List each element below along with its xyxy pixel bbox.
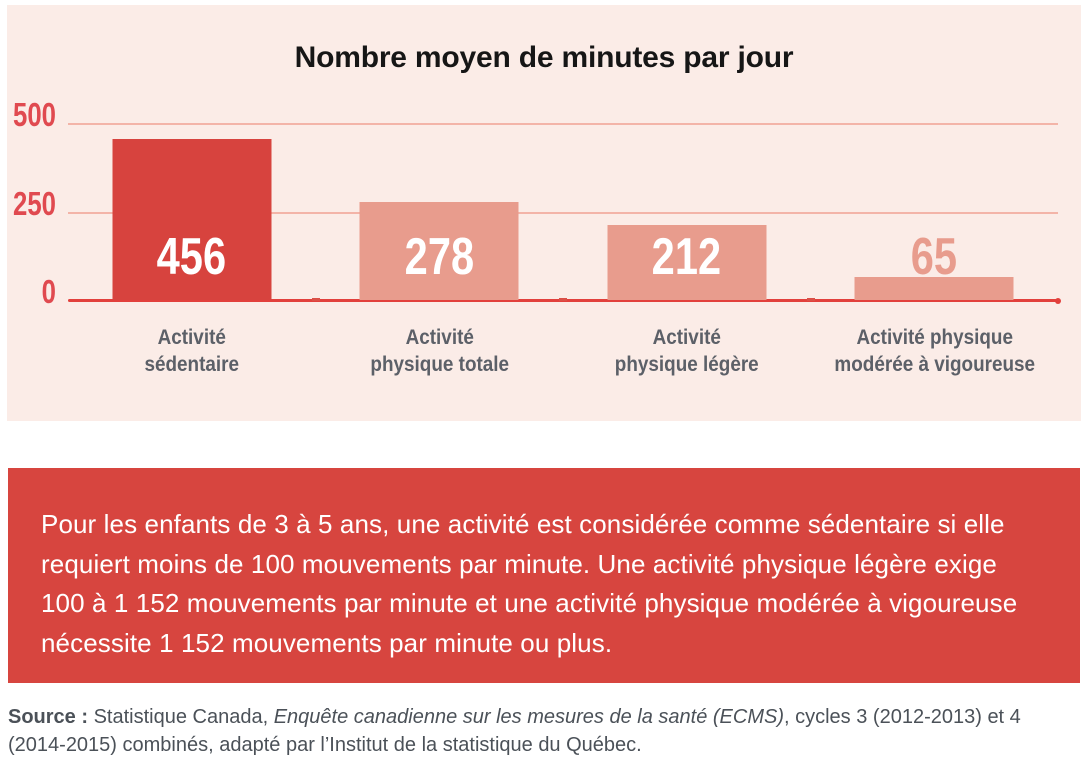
bar-value-label: 212 [652, 228, 722, 286]
bar-column: 278 Activité physique totale [316, 123, 564, 376]
source-text-pre: Statistique Canada, [88, 706, 274, 728]
category-label: Activité sédentaire [144, 326, 240, 376]
bar-value-label: 456 [157, 228, 227, 286]
category-label: Activité physique légère [614, 326, 759, 376]
y-tick-label: 250 [13, 184, 56, 222]
gridline [68, 211, 1058, 214]
bar-value-label: 65 [911, 228, 958, 286]
chart-panel: Nombre moyen de minutes par jour 500 250 0… [7, 5, 1081, 421]
source-label: Source : [8, 706, 89, 728]
bar [359, 201, 519, 300]
category-label: Activité physique totale [369, 326, 509, 376]
y-tick-label: 500 [13, 96, 56, 133]
info-box: Pour les enfants de 3 à 5 ans, une activ… [8, 468, 1080, 683]
source-survey-name: Enquête canadienne sur les mesures de la… [273, 706, 784, 728]
gridline [68, 123, 1058, 125]
plot-area: 500 250 0 456 Activité sédentaire 278 Activité p… [13, 98, 1061, 376]
category-tick [806, 298, 815, 301]
source-line: Source : Statistique Canada, Enquête can… [8, 703, 1080, 759]
bar [854, 277, 1014, 300]
bar-column: 212 Activité physique légère [563, 123, 811, 376]
bar-column: 456 Activité sédentaire [68, 123, 316, 376]
bar [607, 224, 767, 300]
bar-column: 65 Activité physique modérée à vigoureuse [811, 123, 1059, 376]
source-text-post: , cycles 3 (2012-2013) et 4 (2014-2015) … [8, 706, 1021, 756]
category-tick [559, 298, 567, 301]
y-tick-label: 0 [41, 273, 56, 310]
bar-value-label: 278 [404, 228, 474, 286]
category-tick [311, 298, 320, 301]
category-label: Activité physique modérée à vigoureuse [833, 326, 1035, 376]
axis-end-dot [1055, 298, 1061, 304]
chart-title: Nombre moyen de minutes par jour [294, 41, 794, 74]
info-box-text: Pour les enfants de 3 à 5 ans, une activ… [41, 509, 1018, 658]
bar [112, 138, 272, 300]
